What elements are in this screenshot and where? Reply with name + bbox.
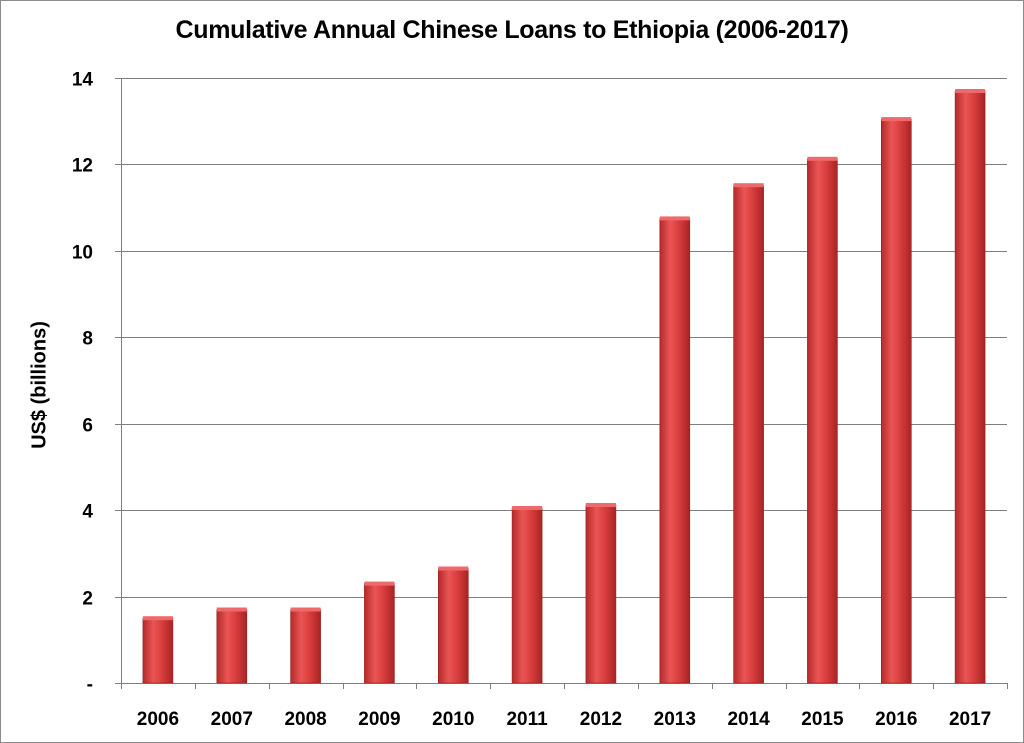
x-tick-label: 2015 bbox=[801, 709, 844, 730]
y-tick-label: 2 bbox=[82, 589, 93, 610]
bar-2013 bbox=[659, 218, 691, 684]
y-tick-label: 12 bbox=[72, 156, 93, 177]
bar-top-2013 bbox=[659, 216, 690, 221]
bar-top-2007 bbox=[216, 607, 247, 612]
x-tick-label: 2007 bbox=[211, 709, 253, 730]
bar-top-2006 bbox=[142, 616, 173, 621]
x-tick-labels: 2006 2007 2008 2009 2010 2011 2012 2013 2014 2015… bbox=[137, 709, 991, 730]
bar-top-2010 bbox=[438, 566, 469, 571]
bar-top-2008 bbox=[290, 607, 321, 612]
x-tick-label: 2008 bbox=[284, 709, 326, 730]
gridlines bbox=[121, 78, 1007, 598]
x-tick-label: 2010 bbox=[432, 709, 474, 730]
bar-top-2017 bbox=[955, 89, 986, 93]
x-tick-label: 2014 bbox=[727, 709, 770, 730]
bar-2008 bbox=[290, 609, 321, 684]
bar-2012 bbox=[585, 504, 617, 684]
bar-2011 bbox=[511, 507, 543, 684]
x-tick-label: 2006 bbox=[137, 709, 179, 730]
x-tick-label: 2009 bbox=[358, 709, 400, 730]
bar-2015 bbox=[807, 158, 838, 684]
x-tick-label: 2017 bbox=[949, 709, 991, 730]
y-tick-label: 14 bbox=[72, 70, 94, 91]
bar-2017 bbox=[954, 90, 986, 684]
x-tick-label: 2011 bbox=[506, 709, 548, 730]
bar-top-2012 bbox=[585, 503, 616, 507]
x-tick-label: 2013 bbox=[654, 709, 696, 730]
bar-top-2014 bbox=[733, 183, 764, 188]
y-tick-label: 8 bbox=[82, 329, 93, 350]
y-tick-label: - bbox=[87, 675, 93, 696]
bar-top-2011 bbox=[512, 506, 543, 510]
x-tick-label: 2012 bbox=[580, 709, 622, 730]
bar-top-2009 bbox=[364, 581, 395, 586]
bar-2016 bbox=[880, 118, 912, 684]
y-tick-label: 6 bbox=[82, 416, 93, 437]
bar-top-2015 bbox=[807, 156, 838, 161]
bar-2010 bbox=[437, 568, 469, 684]
bar-2009 bbox=[364, 583, 395, 684]
y-tick-label: 10 bbox=[72, 243, 93, 264]
y-tick-label: 4 bbox=[82, 502, 93, 523]
x-tick-label: 2016 bbox=[875, 709, 917, 730]
y-tick-labels: - 2 4 6 8 10 12 14 bbox=[72, 70, 94, 696]
bar-2007 bbox=[216, 609, 248, 684]
bar-2006 bbox=[142, 617, 174, 684]
bar-2014 bbox=[733, 184, 764, 684]
bar-top-2016 bbox=[881, 117, 912, 122]
bars bbox=[142, 89, 986, 684]
axes bbox=[115, 78, 1008, 689]
chart-title: Cumulative Annual Chinese Loans to Ethio… bbox=[175, 16, 849, 44]
